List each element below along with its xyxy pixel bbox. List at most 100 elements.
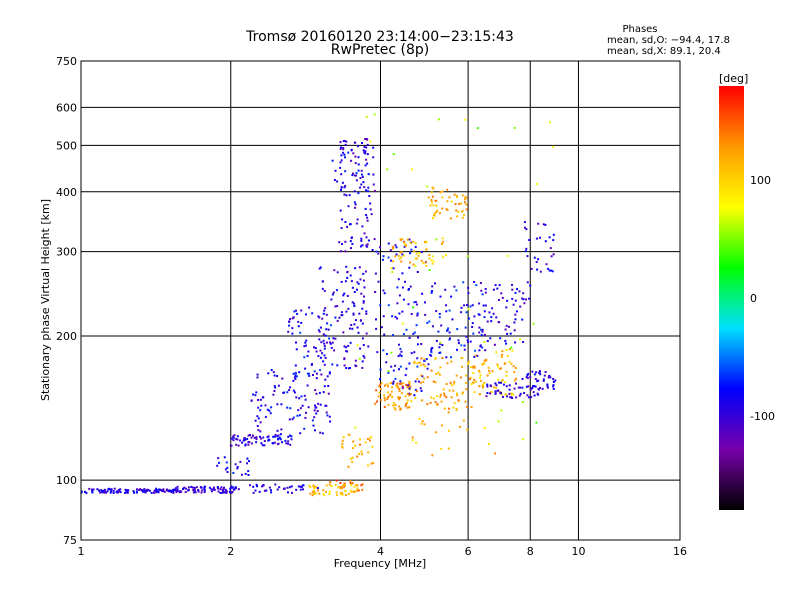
data-point (441, 424, 443, 427)
data-point (291, 491, 293, 494)
data-point (412, 240, 415, 243)
data-point (439, 393, 442, 396)
data-point (406, 392, 409, 395)
data-point (305, 313, 307, 316)
data-point (329, 420, 332, 423)
data-point (501, 350, 504, 353)
data-point (361, 142, 363, 144)
data-point (237, 444, 240, 447)
data-point (372, 183, 375, 186)
data-point (500, 393, 503, 396)
data-point (276, 435, 279, 438)
data-point (246, 457, 249, 460)
data-point (279, 438, 282, 441)
data-point (361, 175, 364, 178)
data-point (318, 391, 321, 394)
data-point (436, 395, 439, 398)
data-point (374, 402, 377, 405)
data-point (404, 405, 407, 408)
data-point (479, 374, 482, 377)
data-point (182, 487, 185, 490)
data-point (514, 341, 517, 344)
data-point (431, 346, 434, 349)
data-point (362, 355, 365, 357)
data-point (357, 169, 360, 172)
data-point (273, 385, 276, 388)
data-point (342, 331, 345, 334)
data-point (362, 181, 365, 184)
data-point (495, 387, 498, 390)
data-point (387, 385, 389, 388)
x-tick-label: 1 (78, 545, 85, 558)
data-point (366, 153, 369, 156)
data-point (428, 320, 431, 323)
data-point (260, 404, 263, 407)
data-point (295, 375, 298, 378)
data-point (352, 440, 355, 443)
data-point (341, 243, 343, 245)
data-point (286, 391, 289, 394)
data-point (287, 330, 290, 333)
data-point (224, 488, 227, 491)
data-point (539, 370, 541, 373)
data-point (430, 201, 433, 204)
data-point (511, 283, 513, 286)
data-point (409, 285, 412, 288)
data-point (199, 486, 202, 489)
data-point (438, 212, 441, 215)
data-point (531, 370, 534, 373)
colorbar-tick-label: 100 (750, 174, 771, 187)
data-point (400, 355, 403, 357)
data-point (167, 490, 170, 493)
data-point (476, 127, 479, 130)
data-point (339, 485, 342, 488)
data-point (485, 395, 488, 398)
data-point (334, 316, 337, 319)
data-point (427, 196, 430, 199)
data-point (127, 489, 130, 492)
data-point (136, 488, 138, 491)
data-point (424, 301, 426, 304)
data-point (475, 284, 478, 287)
data-point (467, 360, 470, 363)
data-point (512, 393, 515, 396)
data-point (461, 357, 464, 360)
data-point (274, 483, 277, 486)
data-point (430, 291, 433, 294)
data-point (438, 373, 441, 376)
data-point (382, 289, 385, 292)
data-point (287, 440, 290, 443)
data-point (341, 300, 344, 303)
data-point (530, 267, 533, 270)
data-point (433, 212, 436, 215)
data-point (398, 312, 401, 315)
data-point (489, 392, 492, 395)
data-point (317, 355, 320, 357)
data-point (465, 388, 468, 391)
data-point (414, 264, 417, 267)
data-point (552, 377, 555, 380)
data-point (446, 362, 449, 365)
data-point (377, 395, 380, 398)
data-point (552, 387, 555, 390)
data-point (289, 386, 292, 389)
data-point (291, 332, 294, 335)
data-point (360, 237, 363, 240)
data-point (364, 152, 367, 155)
data-point (268, 486, 271, 489)
data-point (113, 487, 116, 490)
data-point (277, 384, 280, 387)
data-point (511, 349, 514, 352)
data-point (467, 292, 470, 294)
data-point (382, 258, 384, 261)
data-point (392, 380, 395, 383)
data-point (337, 486, 340, 489)
data-point (293, 376, 296, 379)
data-point (453, 380, 456, 383)
data-point (344, 156, 346, 159)
data-point (504, 381, 507, 383)
data-point (225, 461, 228, 464)
data-point (339, 166, 342, 169)
data-point (416, 257, 419, 260)
data-point (172, 491, 175, 494)
